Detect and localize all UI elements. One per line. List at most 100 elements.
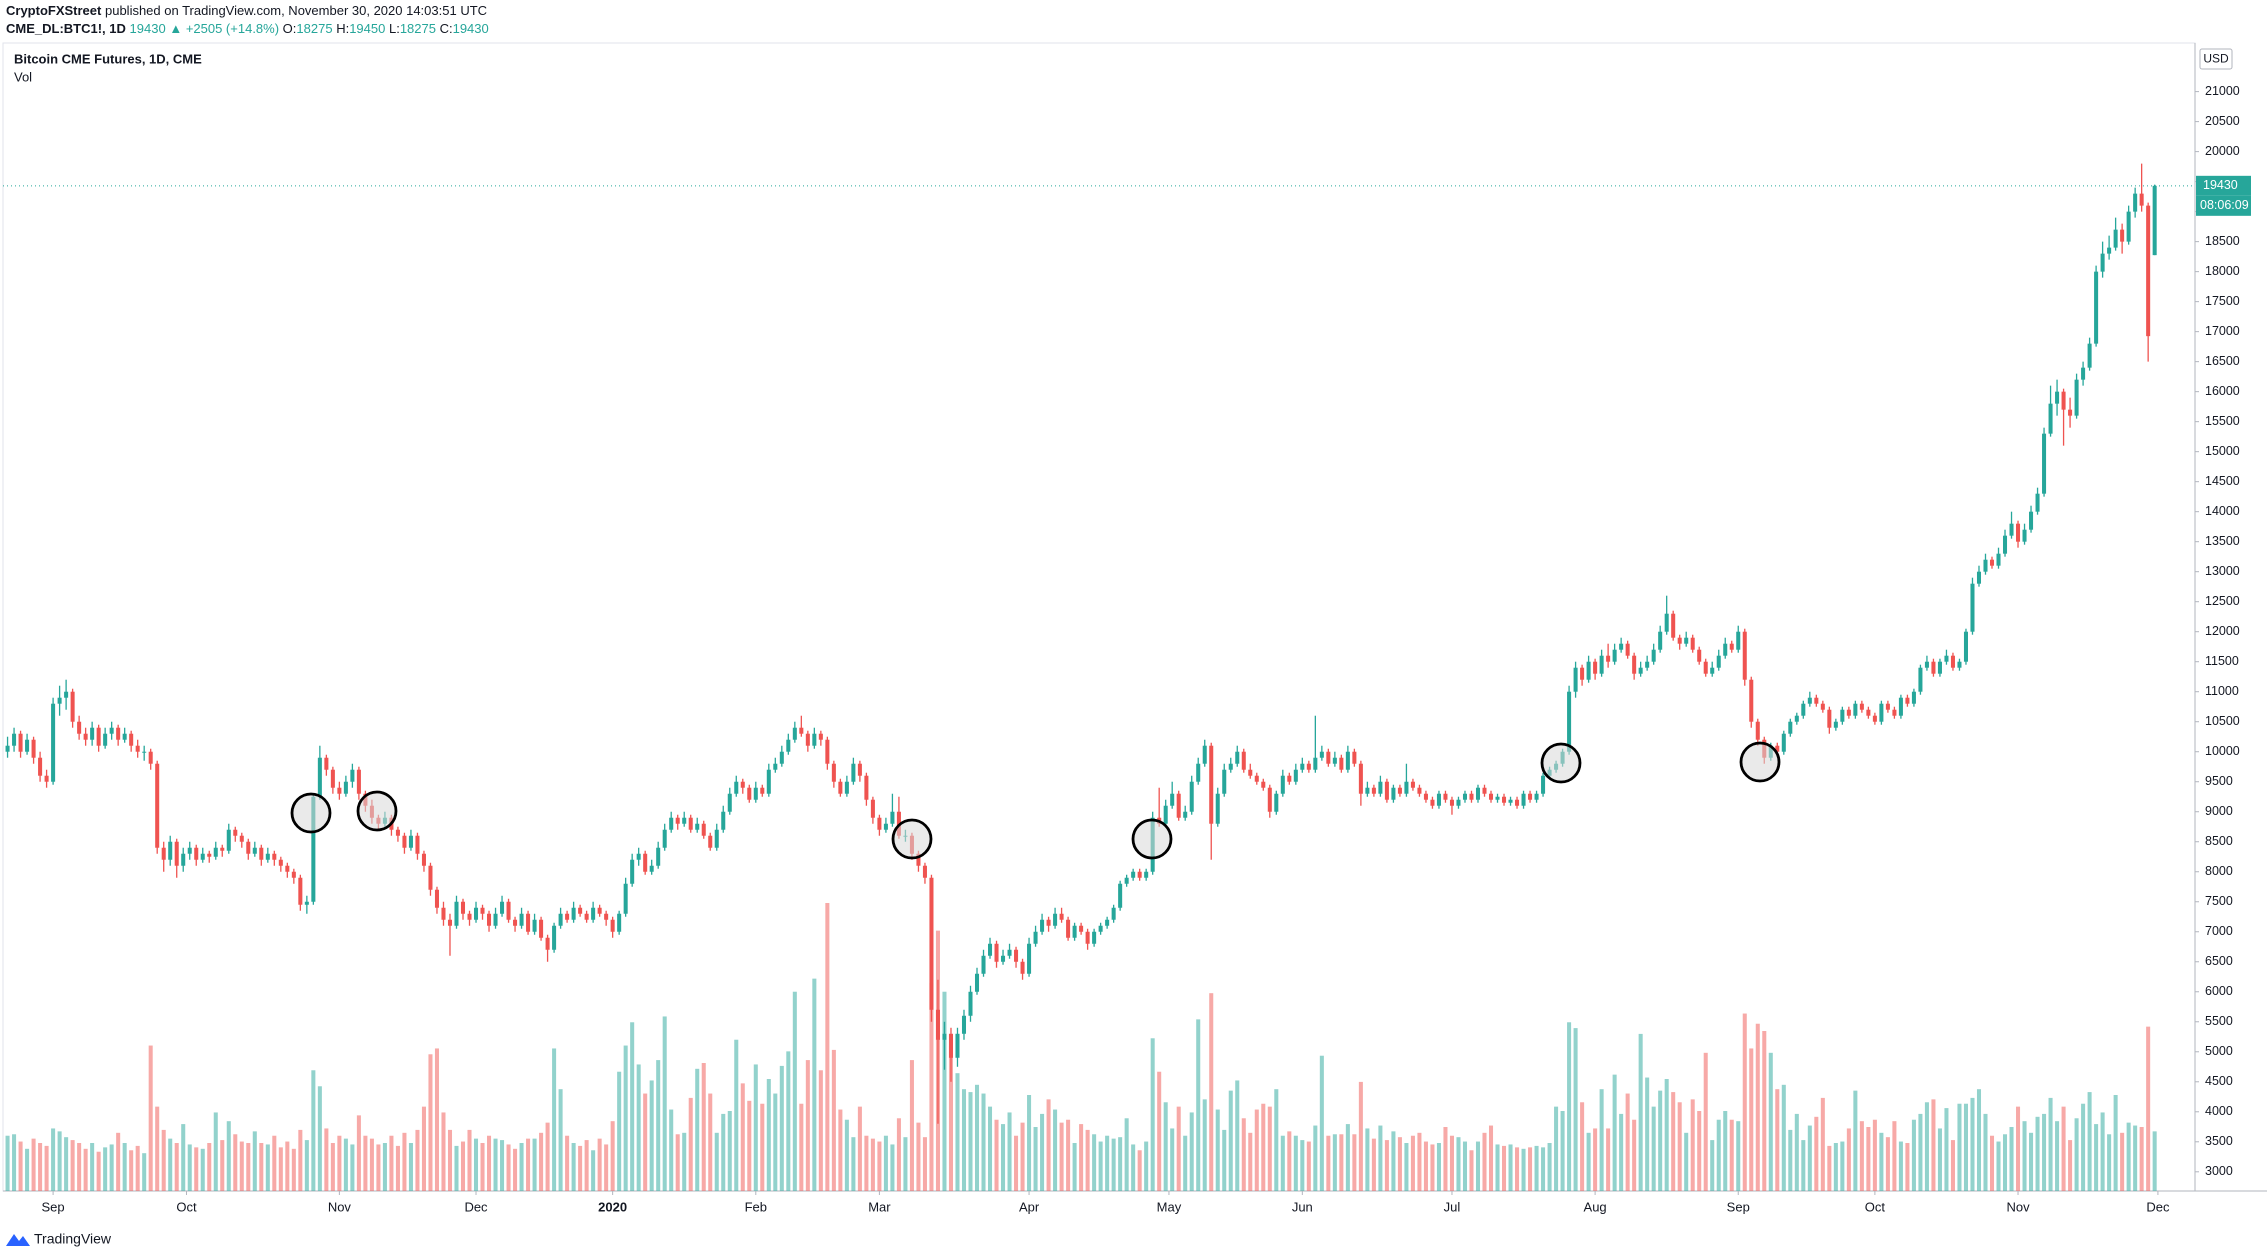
volume-bar [200, 1148, 205, 1191]
candle-body [818, 733, 823, 740]
pane-frame [2, 42, 2196, 1192]
candle-body [1989, 559, 1995, 566]
volume-bar [1404, 1143, 1409, 1191]
candle-body [168, 841, 173, 860]
volume-bar [1228, 1090, 1233, 1191]
volume-bar [2146, 1026, 2151, 1191]
candle-body [18, 733, 23, 752]
price-axis: 3000 3500 4000 4500 5000 5500 6000 6500 7000 7500… [42, 84, 2240, 1215]
volume-bar [948, 1045, 953, 1191]
volume-bar [773, 1093, 778, 1191]
volume-bar [161, 1129, 166, 1191]
volume-bar [532, 1138, 537, 1191]
candle-body [1222, 769, 1227, 794]
candle-body [1573, 667, 1578, 692]
candle-body [1066, 919, 1071, 938]
volume-bar [1267, 1106, 1272, 1191]
volume-bar [454, 1145, 459, 1191]
candle-body [395, 829, 400, 836]
volume-bar [1033, 1127, 1038, 1191]
c-label: C: [439, 21, 453, 36]
candle-body [1436, 793, 1441, 806]
candle-body [1723, 643, 1728, 656]
candle-body [356, 769, 361, 794]
volume-bar [2035, 1116, 2040, 1191]
volume-bar [2139, 1127, 2144, 1191]
volume-bar [1189, 1112, 1194, 1191]
candle-body [2035, 493, 2040, 512]
candle-body [1170, 793, 1175, 806]
candle-body [1781, 733, 1786, 752]
volume-bar [1456, 1137, 1461, 1191]
volume-bar [1423, 1141, 1428, 1191]
candle-body [1397, 787, 1402, 794]
candle-body [532, 919, 537, 932]
candle-body [2074, 379, 2079, 416]
candle-body [1046, 919, 1051, 926]
candle-body [1677, 637, 1682, 644]
candle-body [1924, 661, 1929, 668]
volume-bar [5, 1135, 10, 1191]
candle-body [747, 787, 752, 800]
candle-body [922, 865, 927, 878]
candle-body [779, 751, 784, 764]
candle-body [1638, 667, 1643, 674]
volume-bar [623, 1045, 628, 1191]
candle-body [734, 781, 739, 794]
volume-bar [434, 1048, 439, 1191]
candle-body [669, 817, 674, 830]
candle-body [1371, 787, 1376, 794]
volume-bar [317, 1086, 322, 1191]
candle-body [799, 727, 804, 734]
volume-bar [1866, 1127, 1871, 1191]
volume-bar [643, 1093, 648, 1191]
candle-body [1606, 655, 1611, 662]
low-value: 18275 [399, 21, 436, 36]
volume-bar [1599, 1089, 1604, 1191]
candle-body [1898, 697, 1903, 716]
candle-body [220, 847, 225, 851]
candle-body [545, 937, 550, 950]
x-tick-label: Mar [868, 1199, 891, 1214]
candle-body [2094, 271, 2099, 344]
volume-bar [1703, 1052, 1708, 1191]
volume-bar [2113, 1095, 2118, 1191]
candle-body [519, 913, 524, 926]
volume-bar [415, 1129, 420, 1191]
volume-bar [1027, 1095, 1032, 1191]
candle-body [233, 829, 238, 836]
volume-bar [734, 1039, 739, 1191]
candle-body [1612, 649, 1617, 662]
x-tick-label: Nov [2006, 1199, 2030, 1214]
volume-bar [1196, 1019, 1201, 1191]
volume-bar [2048, 1097, 2053, 1191]
candle-body [1449, 799, 1454, 806]
volume-bar [1872, 1119, 1877, 1191]
candle-body [1716, 655, 1721, 668]
volume-bar [825, 903, 830, 1191]
volume-bar [1989, 1135, 1995, 1191]
volume-bar [1534, 1145, 1539, 1191]
volume-bar [636, 1064, 641, 1191]
candle-body [252, 847, 257, 854]
candle-body [662, 829, 667, 848]
volume-bar [1417, 1132, 1422, 1191]
logo-text: TradingView [34, 1231, 112, 1247]
countdown: 08:06:09 [2200, 198, 2249, 212]
volume-bar [831, 1049, 836, 1191]
author: CryptoFXStreet [6, 3, 102, 18]
volume-bar [1475, 1141, 1481, 1191]
y-tick-label: 20500 [2205, 114, 2240, 128]
volume-bar [597, 1138, 602, 1191]
currency[interactable]: USD [2203, 52, 2229, 66]
candle-body [1482, 787, 1487, 794]
candle-body [513, 919, 518, 926]
volume-bar [1996, 1141, 2001, 1191]
currency-box[interactable] [2199, 48, 2233, 70]
volume-bar [272, 1135, 277, 1191]
candle-body [1144, 871, 1149, 878]
candle-body [1508, 799, 1513, 803]
volume-bar [109, 1144, 114, 1191]
volume-bar [103, 1147, 108, 1191]
candle-body [311, 796, 316, 902]
